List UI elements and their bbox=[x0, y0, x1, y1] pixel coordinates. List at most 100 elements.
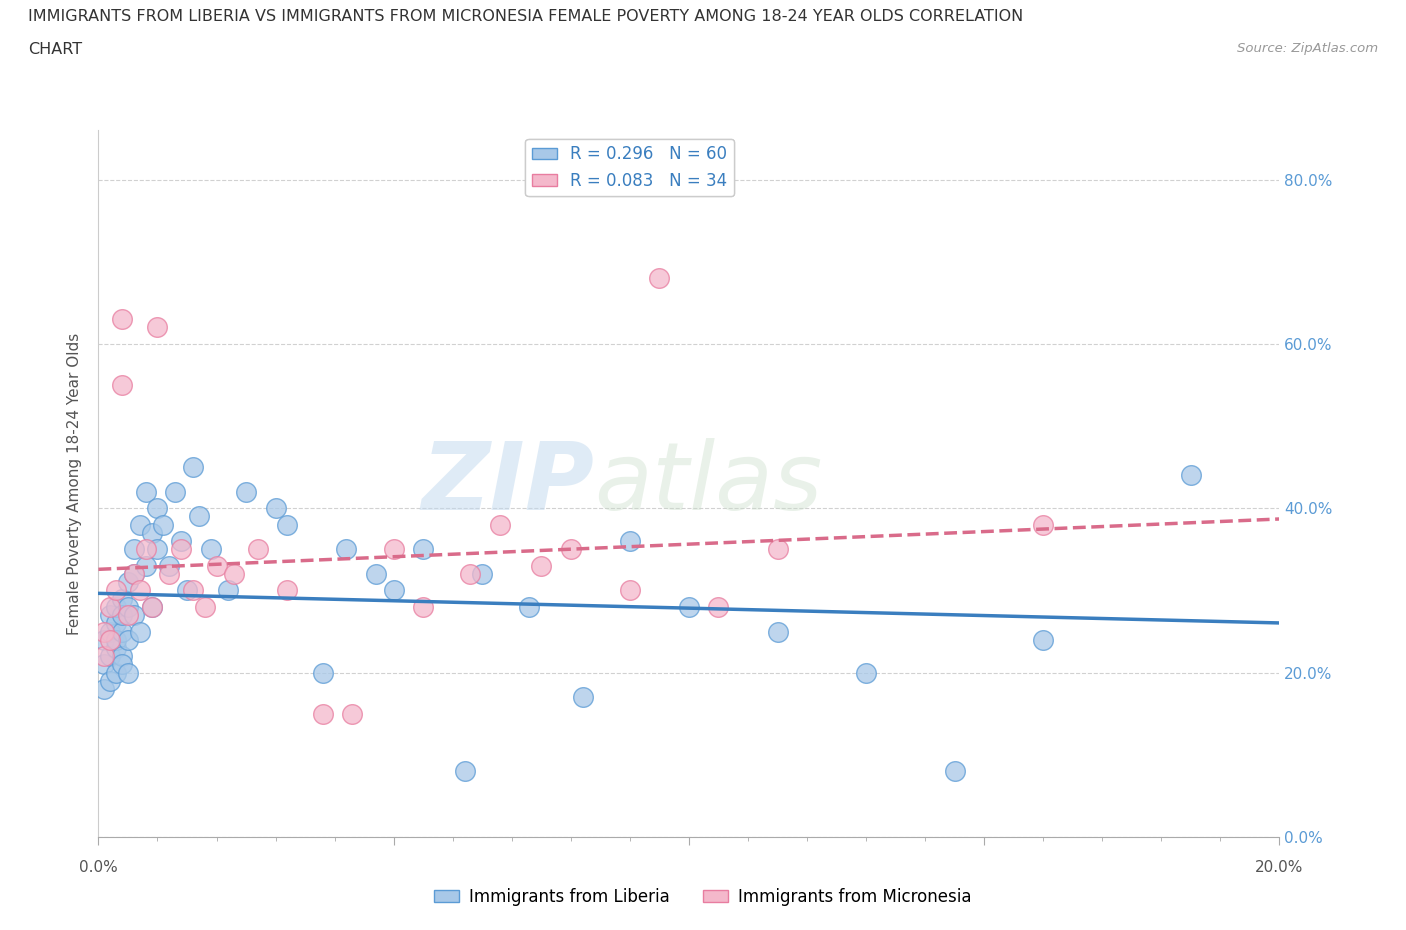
Point bbox=[146, 320, 169, 335]
Point bbox=[312, 706, 335, 721]
Point bbox=[489, 517, 512, 532]
Point bbox=[619, 583, 641, 598]
Point bbox=[648, 271, 671, 286]
Point bbox=[98, 600, 121, 615]
Point bbox=[205, 558, 228, 573]
Point bbox=[93, 624, 115, 639]
Point bbox=[335, 542, 357, 557]
Point bbox=[181, 583, 204, 598]
Point bbox=[98, 624, 121, 639]
Legend: Immigrants from Liberia, Immigrants from Micronesia: Immigrants from Liberia, Immigrants from… bbox=[427, 881, 979, 912]
Point bbox=[122, 566, 145, 581]
Point bbox=[619, 534, 641, 549]
Point bbox=[111, 312, 134, 326]
Point bbox=[105, 632, 128, 647]
Point bbox=[217, 583, 239, 598]
Point bbox=[530, 558, 553, 573]
Point bbox=[98, 632, 121, 647]
Point bbox=[152, 517, 174, 532]
Point bbox=[170, 534, 193, 549]
Point bbox=[943, 764, 966, 778]
Point bbox=[146, 501, 169, 516]
Point bbox=[117, 607, 139, 622]
Point bbox=[276, 517, 298, 532]
Point bbox=[122, 542, 145, 557]
Point bbox=[342, 706, 364, 721]
Point bbox=[105, 665, 128, 680]
Text: Source: ZipAtlas.com: Source: ZipAtlas.com bbox=[1237, 42, 1378, 55]
Point bbox=[364, 566, 387, 581]
Point bbox=[141, 600, 163, 615]
Point bbox=[264, 501, 287, 516]
Point bbox=[117, 575, 139, 590]
Y-axis label: Female Poverty Among 18-24 Year Olds: Female Poverty Among 18-24 Year Olds bbox=[67, 333, 83, 635]
Point bbox=[98, 649, 121, 664]
Point bbox=[111, 607, 134, 622]
Point bbox=[98, 673, 121, 688]
Point bbox=[246, 542, 269, 557]
Point bbox=[135, 485, 157, 499]
Point bbox=[766, 542, 789, 557]
Point bbox=[224, 566, 246, 581]
Point bbox=[235, 485, 257, 499]
Point bbox=[1180, 468, 1202, 483]
Point bbox=[141, 600, 163, 615]
Text: CHART: CHART bbox=[28, 42, 82, 57]
Text: ZIP: ZIP bbox=[422, 438, 595, 529]
Point bbox=[105, 600, 128, 615]
Point bbox=[128, 517, 150, 532]
Text: 20.0%: 20.0% bbox=[1256, 860, 1303, 875]
Point bbox=[93, 682, 115, 697]
Point bbox=[1032, 517, 1054, 532]
Point bbox=[855, 665, 877, 680]
Point bbox=[122, 607, 145, 622]
Point bbox=[111, 649, 134, 664]
Point bbox=[519, 600, 541, 615]
Point bbox=[707, 600, 730, 615]
Point bbox=[382, 583, 405, 598]
Text: IMMIGRANTS FROM LIBERIA VS IMMIGRANTS FROM MICRONESIA FEMALE POVERTY AMONG 18-24: IMMIGRANTS FROM LIBERIA VS IMMIGRANTS FR… bbox=[28, 9, 1024, 24]
Point bbox=[412, 600, 434, 615]
Point bbox=[117, 600, 139, 615]
Point bbox=[93, 657, 115, 671]
Point bbox=[128, 583, 150, 598]
Point bbox=[460, 566, 482, 581]
Text: atlas: atlas bbox=[595, 438, 823, 529]
Point bbox=[111, 378, 134, 392]
Point bbox=[105, 583, 128, 598]
Point bbox=[276, 583, 298, 598]
Point bbox=[312, 665, 335, 680]
Point bbox=[571, 690, 593, 705]
Point bbox=[111, 657, 134, 671]
Point bbox=[678, 600, 700, 615]
Point bbox=[181, 459, 204, 474]
Point bbox=[93, 632, 115, 647]
Point bbox=[471, 566, 494, 581]
Point bbox=[122, 566, 145, 581]
Point bbox=[382, 542, 405, 557]
Point bbox=[170, 542, 193, 557]
Point bbox=[93, 649, 115, 664]
Point bbox=[560, 542, 582, 557]
Point bbox=[117, 665, 139, 680]
Point bbox=[98, 607, 121, 622]
Point bbox=[157, 566, 180, 581]
Point bbox=[128, 624, 150, 639]
Point bbox=[111, 624, 134, 639]
Point bbox=[1032, 632, 1054, 647]
Point bbox=[105, 641, 128, 656]
Point bbox=[146, 542, 169, 557]
Point bbox=[157, 558, 180, 573]
Point bbox=[412, 542, 434, 557]
Point bbox=[187, 509, 209, 524]
Point bbox=[141, 525, 163, 540]
Legend: R = 0.296   N = 60, R = 0.083   N = 34: R = 0.296 N = 60, R = 0.083 N = 34 bbox=[526, 139, 734, 196]
Point bbox=[453, 764, 475, 778]
Point bbox=[135, 542, 157, 557]
Point bbox=[105, 616, 128, 631]
Point bbox=[111, 591, 134, 606]
Point bbox=[117, 632, 139, 647]
Point bbox=[194, 600, 217, 615]
Point bbox=[135, 558, 157, 573]
Point bbox=[176, 583, 198, 598]
